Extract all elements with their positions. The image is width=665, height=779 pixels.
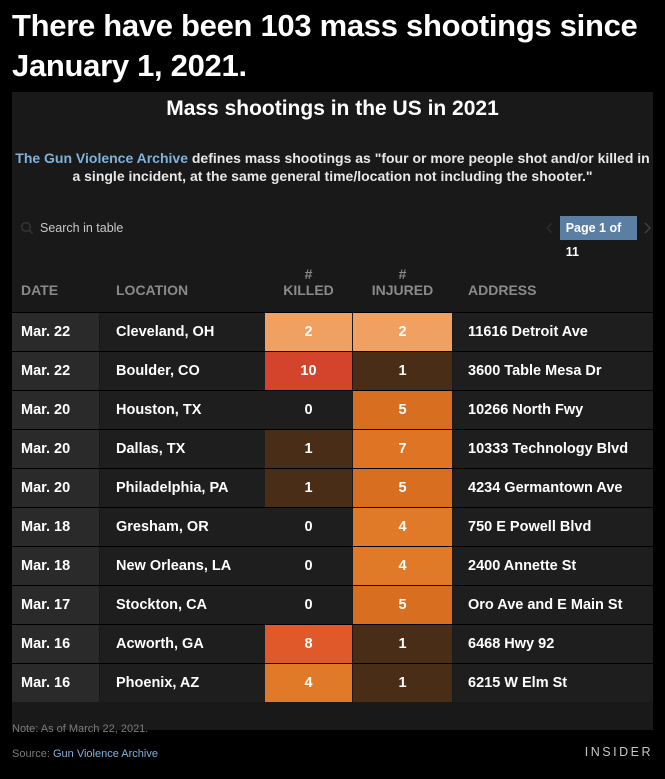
table-row: Mar. 20 Dallas, TX 1 7 10333 Technology … bbox=[12, 429, 653, 468]
source-line: Source: Gun Violence Archive bbox=[12, 748, 158, 760]
cell-injured: 5 bbox=[353, 586, 452, 624]
cell-location: New Orleans, LA bbox=[100, 547, 265, 585]
table-row: Mar. 22 Cleveland, OH 2 2 11616 Detroit … bbox=[12, 312, 653, 351]
col-injured[interactable]: # INJURED bbox=[353, 266, 452, 298]
col-killed-prefix: # bbox=[304, 266, 313, 282]
table-row: Mar. 16 Phoenix, AZ 4 1 6215 W Elm St bbox=[12, 663, 653, 702]
cell-address: Oro Ave and E Main St bbox=[453, 586, 653, 624]
source-prefix: Source: bbox=[12, 748, 53, 760]
cell-date: Mar. 20 bbox=[12, 391, 99, 429]
cell-killed: 1 bbox=[265, 430, 352, 468]
cell-address: 6468 Hwy 92 bbox=[453, 625, 653, 663]
cell-date: Mar. 18 bbox=[12, 508, 99, 546]
cell-location: Acworth, GA bbox=[100, 625, 265, 663]
cell-location: Cleveland, OH bbox=[100, 313, 265, 351]
col-killed[interactable]: # KILLED bbox=[265, 266, 352, 298]
cell-injured: 1 bbox=[353, 664, 452, 702]
cell-injured: 2 bbox=[353, 313, 452, 351]
headline: There have been 103 mass shootings since… bbox=[12, 8, 638, 83]
cell-location: Phoenix, AZ bbox=[100, 664, 265, 702]
table-header: DATE LOCATION # KILLED # INJURED ADDRESS bbox=[12, 260, 653, 304]
cell-address: 10333 Technology Blvd bbox=[453, 430, 653, 468]
next-page-icon[interactable] bbox=[640, 217, 653, 239]
footnote: Note: As of March 22, 2021. bbox=[12, 723, 149, 735]
page-indicator: Page 1 of 11 bbox=[559, 216, 638, 259]
cell-date: Mar. 16 bbox=[12, 625, 99, 663]
cell-location: Dallas, TX bbox=[100, 430, 265, 468]
description-text: defines mass shootings as "four or more … bbox=[72, 150, 650, 184]
table-description: The Gun Violence Archive defines mass sh… bbox=[12, 149, 653, 185]
cell-injured: 1 bbox=[353, 352, 452, 390]
col-killed-label: KILLED bbox=[283, 282, 334, 298]
cell-date: Mar. 22 bbox=[12, 352, 99, 390]
search-icon bbox=[18, 219, 36, 237]
table-row: Mar. 18 Gresham, OR 0 4 750 E Powell Blv… bbox=[12, 507, 653, 546]
table-row: Mar. 16 Acworth, GA 8 1 6468 Hwy 92 bbox=[12, 624, 653, 663]
col-injured-prefix: # bbox=[398, 266, 407, 282]
cell-date: Mar. 16 bbox=[12, 664, 99, 702]
cell-location: Boulder, CO bbox=[100, 352, 265, 390]
search-box[interactable]: Search in table bbox=[18, 217, 278, 239]
cell-killed: 8 bbox=[265, 625, 352, 663]
table-row: Mar. 22 Boulder, CO 10 1 3600 Table Mesa… bbox=[12, 351, 653, 390]
prev-page-icon[interactable] bbox=[544, 217, 557, 239]
cell-killed: 2 bbox=[265, 313, 352, 351]
insider-logo: INSIDER bbox=[584, 745, 653, 759]
cell-injured: 7 bbox=[353, 430, 452, 468]
cell-location: Houston, TX bbox=[100, 391, 265, 429]
cell-injured: 5 bbox=[353, 469, 452, 507]
cell-killed: 0 bbox=[265, 391, 352, 429]
cell-injured: 4 bbox=[353, 508, 452, 546]
col-injured-label: INJURED bbox=[371, 282, 434, 298]
cell-address: 750 E Powell Blvd bbox=[453, 508, 653, 546]
cell-location: Gresham, OR bbox=[100, 508, 265, 546]
col-location[interactable]: LOCATION bbox=[116, 282, 189, 298]
table-row: Mar. 17 Stockton, CA 0 5 Oro Ave and E M… bbox=[12, 585, 653, 624]
cell-killed: 0 bbox=[265, 508, 352, 546]
table-body: Mar. 22 Cleveland, OH 2 2 11616 Detroit … bbox=[12, 312, 653, 702]
cell-address: 3600 Table Mesa Dr bbox=[453, 352, 653, 390]
cell-address: 10266 North Fwy bbox=[453, 391, 653, 429]
cell-killed: 1 bbox=[265, 469, 352, 507]
table-row: Mar. 20 Houston, TX 0 5 10266 North Fwy bbox=[12, 390, 653, 429]
cell-address: 4234 Germantown Ave bbox=[453, 469, 653, 507]
gva-link[interactable]: The Gun Violence Archive bbox=[15, 150, 188, 166]
table-title: Mass shootings in the US in 2021 bbox=[166, 97, 499, 120]
cell-injured: 1 bbox=[353, 625, 452, 663]
col-date[interactable]: DATE bbox=[21, 282, 59, 298]
cell-date: Mar. 20 bbox=[12, 469, 99, 507]
cell-injured: 4 bbox=[353, 547, 452, 585]
table-row: Mar. 18 New Orleans, LA 0 4 2400 Annette… bbox=[12, 546, 653, 585]
cell-killed: 4 bbox=[265, 664, 352, 702]
cell-killed: 10 bbox=[265, 352, 352, 390]
cell-address: 6215 W Elm St bbox=[453, 664, 653, 702]
search-input[interactable]: Search in table bbox=[40, 221, 124, 235]
cell-address: 2400 Annette St bbox=[453, 547, 653, 585]
cell-date: Mar. 17 bbox=[12, 586, 99, 624]
source-link[interactable]: Gun Violence Archive bbox=[52, 748, 158, 760]
cell-date: Mar. 20 bbox=[12, 430, 99, 468]
cell-location: Philadelphia, PA bbox=[100, 469, 265, 507]
table-row: Mar. 20 Philadelphia, PA 1 5 4234 German… bbox=[12, 468, 653, 507]
cell-address: 11616 Detroit Ave bbox=[453, 313, 653, 351]
cell-killed: 0 bbox=[265, 547, 352, 585]
table-widget: Mass shootings in the US in 2021 The Gun… bbox=[12, 92, 653, 730]
col-address[interactable]: ADDRESS bbox=[468, 282, 537, 298]
cell-date: Mar. 22 bbox=[12, 313, 99, 351]
cell-date: Mar. 18 bbox=[12, 547, 99, 585]
cell-location: Stockton, CA bbox=[100, 586, 265, 624]
cell-killed: 0 bbox=[265, 586, 352, 624]
pagination: Page 1 of 11 bbox=[544, 216, 653, 259]
cell-injured: 5 bbox=[353, 391, 452, 429]
